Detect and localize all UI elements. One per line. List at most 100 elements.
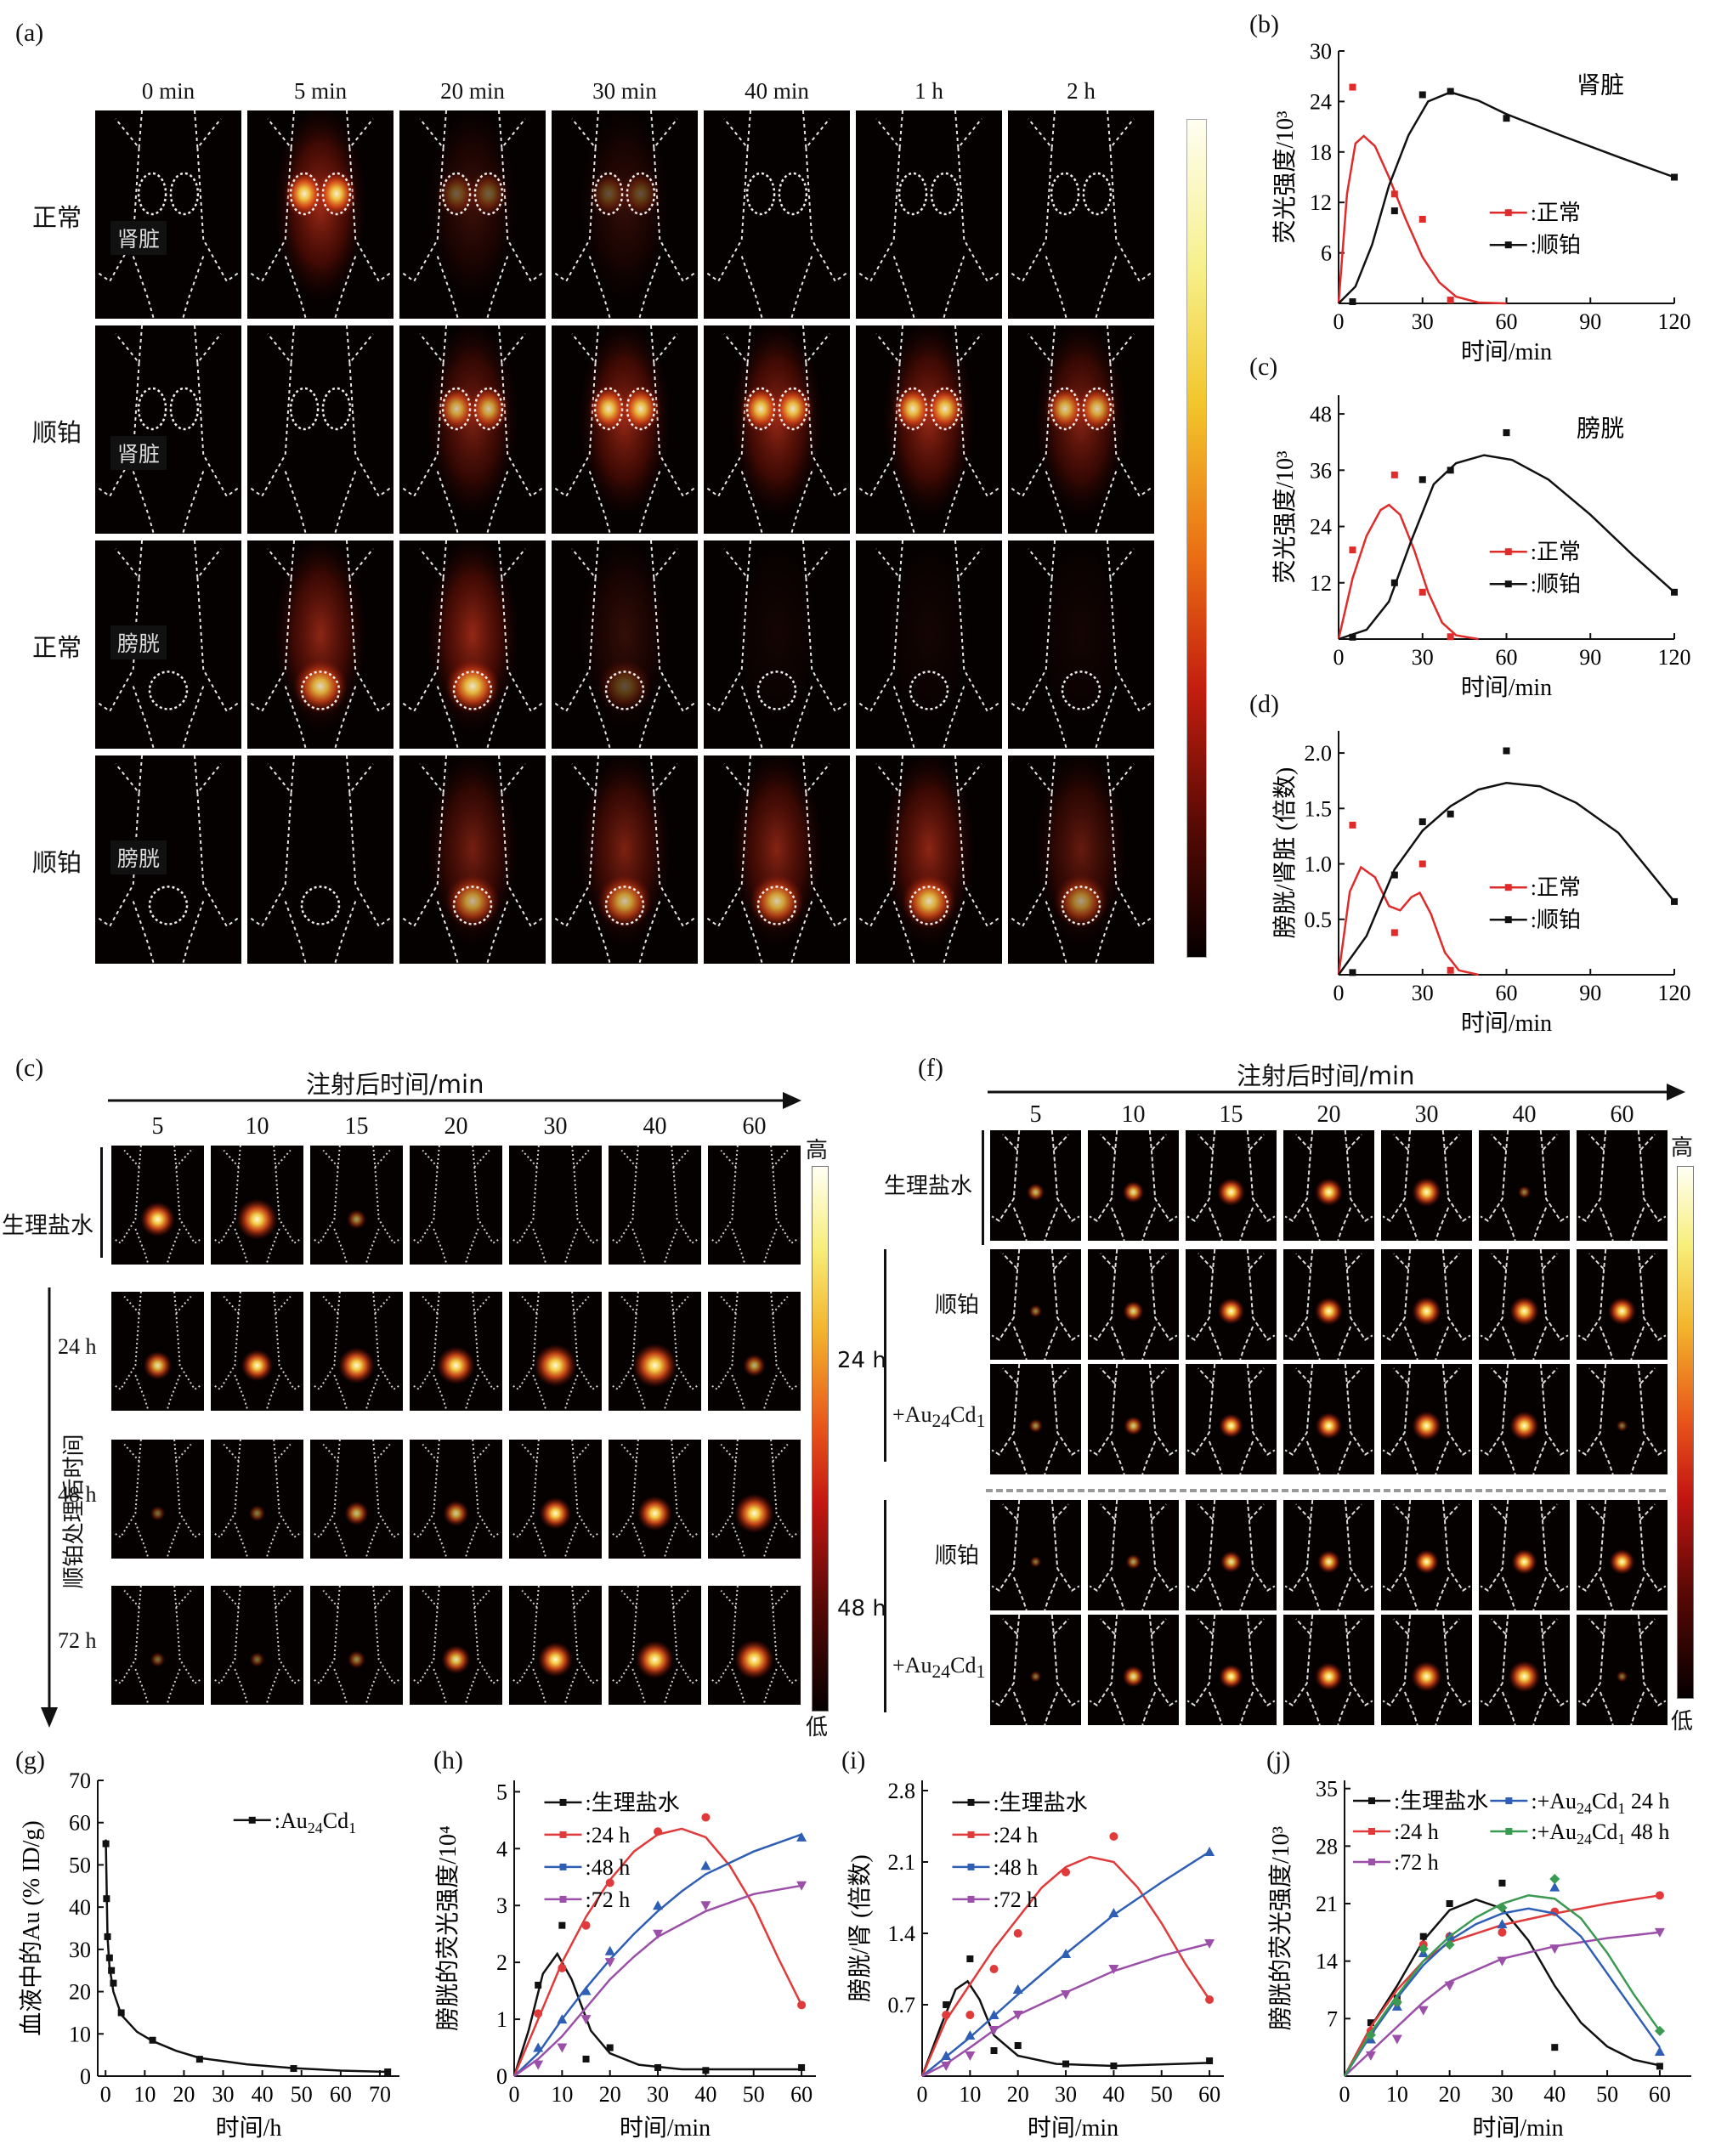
panel-e-tile-0-6	[708, 1146, 801, 1265]
panel-a-organ-tag-0: 肾脏	[110, 221, 167, 255]
panel-e-scale-48h: 48 h	[837, 1596, 886, 1621]
y-tick-label: 30	[1310, 39, 1332, 64]
panel-f-tile-0-6	[1577, 1130, 1668, 1241]
data-point	[654, 2063, 662, 2071]
panel-label-g: (g)	[15, 1746, 45, 1774]
data-point	[700, 1860, 711, 1870]
panel-a-row-2: 正常	[32, 632, 82, 662]
panel-label-i: (i)	[841, 1746, 866, 1774]
panel-e-scale-24h: 24 h	[837, 1348, 886, 1373]
data-point	[535, 1981, 542, 1989]
data-point	[1390, 471, 1398, 478]
x-tick-label: 90	[1579, 309, 1601, 334]
y-tick-label: 0.7	[888, 1993, 916, 2017]
panel-f-tile-2-1	[1088, 1364, 1179, 1474]
data-point	[558, 1963, 567, 1972]
panel-f-scale-low: 低	[1671, 1709, 1694, 1734]
panel-e-side-arrow	[41, 1287, 58, 1728]
data-point	[1349, 821, 1356, 829]
legend-label: :生理盐水	[1394, 1789, 1488, 1814]
panel-a-col-6: 2 h	[1067, 78, 1096, 104]
series-line-2	[921, 1850, 1210, 2077]
panel-f-bracket-1	[982, 1130, 984, 1245]
legend-label: :72 h	[586, 1887, 631, 1912]
panel-f-tile-4-6	[1577, 1615, 1668, 1725]
data-point	[108, 1966, 116, 1974]
panel-f-tile-0-1	[1088, 1130, 1179, 1241]
data-point	[558, 1921, 566, 1929]
data-point	[580, 1985, 592, 1995]
x-tick-label: 50	[291, 2082, 313, 2107]
data-point	[1447, 810, 1454, 818]
panel-f-col-3: 20	[1316, 1101, 1341, 1128]
data-point	[1497, 1956, 1508, 1966]
legend-label: :Au24Cd1	[275, 1808, 356, 1836]
panel-a-tile-1-6	[1008, 325, 1154, 534]
panel-a-tile-0-5	[856, 110, 1002, 319]
panel-f-tile-3-4	[1381, 1500, 1472, 1610]
legend-label: :生理盐水	[586, 1791, 680, 1815]
legend-marker	[1504, 580, 1512, 588]
legend-marker	[1504, 916, 1512, 924]
legend-label: :+Au24Cd1 48 h	[1531, 1819, 1669, 1848]
data-point	[1549, 1882, 1560, 1892]
data-point	[700, 1901, 711, 1911]
data-point	[1418, 476, 1426, 484]
x-axis-label: 时间/min	[1028, 2114, 1118, 2142]
data-point	[1498, 1879, 1506, 1887]
data-point	[604, 1958, 615, 1968]
data-point	[1204, 1939, 1215, 1949]
data-point	[1655, 1891, 1664, 1900]
y-tick-label: 1.4	[888, 1921, 916, 1946]
panel-e-colorbar	[812, 1166, 829, 1712]
data-point	[1549, 1874, 1560, 1884]
data-point	[1418, 860, 1426, 868]
panel-e-tile-3-5	[609, 1586, 701, 1705]
data-point	[580, 2015, 592, 2025]
data-point	[606, 2044, 614, 2051]
data-point	[965, 2051, 976, 2061]
x-axis-label: 时间/min	[1472, 2114, 1563, 2142]
data-point	[701, 1813, 711, 1822]
data-point	[965, 2011, 975, 2019]
legend-marker	[1504, 209, 1512, 217]
legend-marker	[559, 1798, 567, 1806]
data-point	[1391, 1997, 1402, 2007]
data-point	[1365, 2029, 1376, 2040]
data-point	[1062, 2060, 1070, 2068]
data-point	[103, 1895, 110, 1903]
data-point	[1062, 1868, 1071, 1876]
data-point	[533, 2042, 544, 2052]
panel-a-colorbar	[1186, 119, 1207, 958]
panel-e-tile-0-4	[509, 1146, 602, 1265]
x-tick-label: 10	[959, 2082, 981, 2107]
y-tick-label: 60	[69, 1811, 91, 1836]
data-point	[1014, 2042, 1022, 2049]
legend-marker	[967, 1831, 975, 1838]
panel-a-row-0: 正常	[32, 202, 82, 232]
x-tick-label: 90	[1579, 981, 1601, 1005]
data-point	[1012, 1984, 1023, 1994]
data-point	[1418, 2006, 1429, 2016]
y-tick-label: 40	[69, 1895, 91, 1920]
panel-e-tile-0-1	[211, 1146, 303, 1265]
data-point	[1498, 1927, 1507, 1937]
series-line-3	[921, 1942, 1210, 2078]
panel-e-scale-low: 低	[806, 1715, 829, 1740]
chart-title: 膀胱	[1577, 416, 1624, 443]
data-point	[1013, 1929, 1022, 1938]
chart-b: 0 30 60 90 120 6 12 18 24 30 时间/min 荧光强度/10³ 肾脏:正常:顺…	[1271, 39, 1691, 365]
y-tick-label: 14	[1316, 1949, 1338, 1974]
y-tick-label: 50	[69, 1853, 91, 1877]
panel-a-tile-1-0: 肾脏	[95, 325, 241, 534]
data-point	[941, 2051, 952, 2060]
panel-e-tile-3-3	[410, 1586, 502, 1705]
y-tick-label: 12	[1310, 571, 1332, 596]
panel-e-tile-3-4	[509, 1586, 602, 1705]
x-tick-label: 90	[1579, 645, 1601, 670]
panel-f-col-1: 10	[1121, 1101, 1146, 1128]
panel-a-tile-2-6	[1008, 540, 1154, 749]
panel-a-tile-0-6	[1008, 110, 1154, 319]
legend-label: :顺铂	[1531, 233, 1581, 257]
panel-e-tile-2-2	[310, 1440, 403, 1559]
